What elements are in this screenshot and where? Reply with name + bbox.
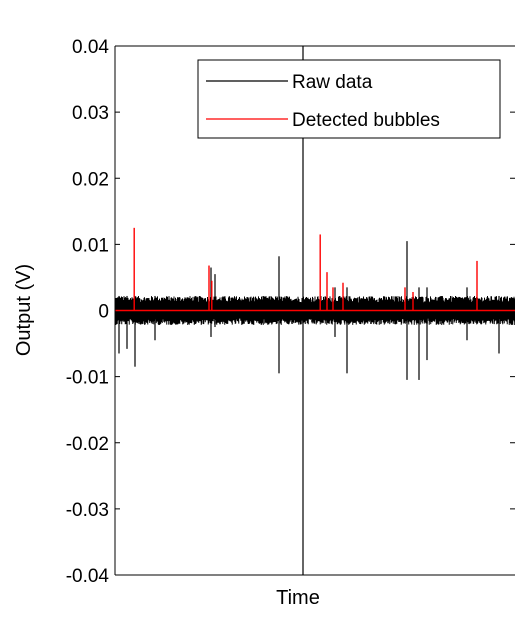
raw-data-noise-band xyxy=(115,295,515,326)
y-tick-label: -0.02 xyxy=(66,434,109,455)
plot-area xyxy=(115,46,515,575)
detected-bubbles-spikes xyxy=(133,227,478,311)
y-ticks: 0.04 0.03 0.02 0.01 0 -0.01 -0.02 -0.03 -0.04 xyxy=(66,37,515,587)
legend-box xyxy=(197,59,501,139)
y-tick-label: -0.01 xyxy=(66,368,109,389)
legend: Raw data Detected bubbles xyxy=(197,59,501,139)
legend-label-raw-data: Raw data xyxy=(292,72,373,93)
y-axis-label: Output (V) xyxy=(13,264,35,356)
x-axis-label: Time xyxy=(276,587,320,609)
y-tick-label: -0.03 xyxy=(66,500,109,521)
y-tick-label: 0 xyxy=(98,302,109,323)
y-tick-label: -0.04 xyxy=(66,566,110,587)
y-tick-label: 0.03 xyxy=(72,103,109,124)
y-tick-label: 0.02 xyxy=(72,169,109,190)
plot-frame xyxy=(114,45,515,576)
legend-label-detected-bubbles: Detected bubbles xyxy=(292,110,440,131)
y-tick-label: 0.04 xyxy=(72,37,109,58)
y-tick-label: 0.01 xyxy=(72,235,109,256)
